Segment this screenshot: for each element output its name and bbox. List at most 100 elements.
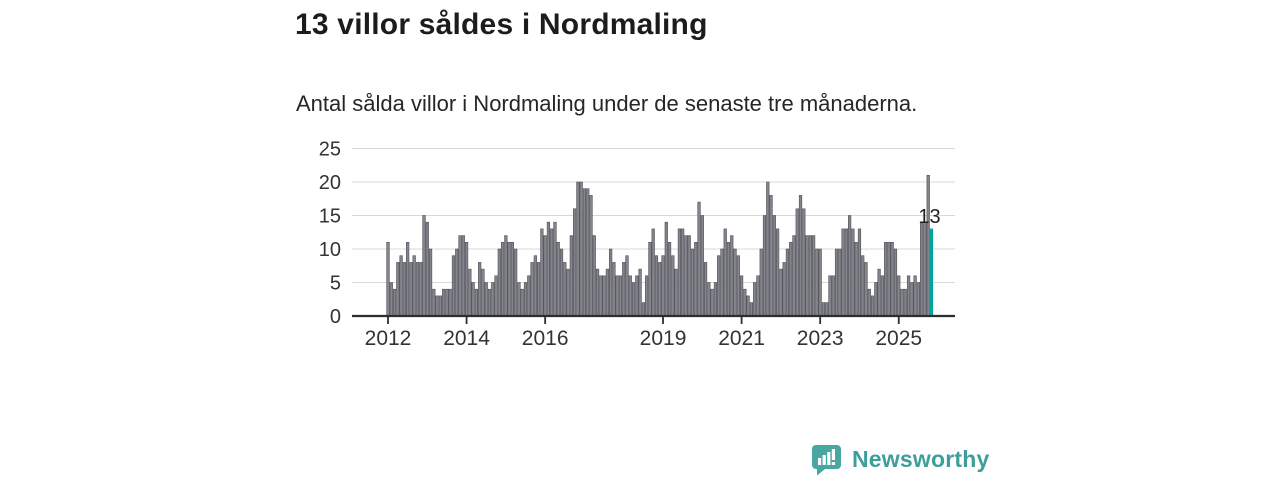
bar (681, 228, 685, 316)
bar (802, 208, 806, 316)
bar (478, 261, 482, 316)
bar (723, 228, 727, 316)
bar (789, 241, 793, 316)
bar (595, 268, 600, 316)
bar (654, 254, 659, 316)
bar (825, 301, 829, 316)
bar (579, 181, 583, 316)
bar (812, 234, 816, 316)
bar (795, 208, 799, 316)
bar (396, 261, 400, 316)
logo-exclaim-stem (831, 449, 835, 460)
bar (661, 254, 665, 316)
bar (409, 261, 413, 316)
bar (599, 275, 603, 316)
bar (916, 281, 920, 316)
bar (720, 248, 724, 316)
newsworthy-logo-icon (812, 445, 841, 476)
bar (442, 288, 446, 316)
bar (481, 268, 485, 316)
bar (497, 248, 501, 316)
bar (471, 281, 475, 316)
bar (615, 275, 619, 316)
bar (605, 268, 609, 316)
bar (386, 241, 390, 316)
bar (412, 254, 416, 316)
bar (510, 241, 515, 316)
bar (707, 281, 711, 316)
bar (484, 281, 488, 316)
bar (861, 254, 865, 316)
bar (828, 275, 832, 316)
bar (631, 281, 636, 316)
bar (638, 268, 642, 316)
bar (815, 248, 819, 316)
bar (703, 261, 708, 316)
bar (543, 234, 547, 316)
bar (622, 261, 626, 316)
bar (563, 261, 567, 316)
bar (710, 288, 714, 316)
bar (487, 288, 492, 316)
bar (445, 288, 449, 316)
bar (406, 241, 410, 316)
bar (857, 228, 862, 316)
y-tick-label: 25 (319, 138, 341, 160)
bar (838, 248, 842, 316)
x-tick-label: 2012 (365, 327, 412, 350)
x-tick-label: 2025 (875, 327, 922, 350)
bar (753, 281, 757, 316)
bar (854, 241, 858, 316)
bar (589, 194, 593, 316)
chart-block: 13 villor såldes i Nordmaling Antal såld… (295, 0, 965, 360)
bar (550, 228, 554, 316)
bar (851, 228, 855, 316)
bar (592, 234, 596, 316)
bar (677, 228, 681, 316)
bar (900, 288, 904, 316)
bar (884, 241, 888, 316)
y-tick-label: 0 (330, 306, 341, 328)
bar (880, 275, 884, 316)
bar (893, 248, 898, 316)
bar (494, 275, 498, 316)
bar (736, 254, 740, 316)
bar (759, 248, 763, 316)
y-tick-label: 20 (319, 172, 341, 194)
bar (448, 288, 452, 316)
bar (877, 268, 881, 316)
bar (419, 261, 423, 316)
bar (500, 241, 505, 316)
chart-subtitle: Antal sålda villor i Nordmaling under de… (296, 90, 918, 116)
bar (694, 241, 698, 316)
logo-exclaim-dot (831, 462, 835, 465)
bar (926, 174, 930, 316)
bar (762, 214, 767, 316)
bar (641, 301, 645, 316)
bar (756, 275, 760, 316)
bar (821, 301, 826, 316)
bar (537, 261, 541, 316)
bar (798, 194, 803, 316)
y-tick-label: 5 (330, 272, 341, 294)
bar (458, 234, 462, 316)
bar (717, 254, 721, 316)
bar (451, 254, 456, 316)
bar (527, 275, 531, 316)
bar (435, 295, 439, 316)
bar (808, 234, 812, 316)
bar (389, 281, 393, 316)
bar (491, 281, 495, 316)
bar (913, 275, 917, 316)
bar (897, 275, 901, 316)
bar (514, 248, 518, 316)
bar (684, 234, 688, 316)
bar (772, 214, 776, 316)
x-tick-label: 2016 (522, 327, 569, 350)
bar (415, 261, 420, 316)
bar (582, 187, 587, 316)
bar (422, 214, 426, 316)
bar (461, 234, 465, 316)
bar (609, 248, 613, 316)
